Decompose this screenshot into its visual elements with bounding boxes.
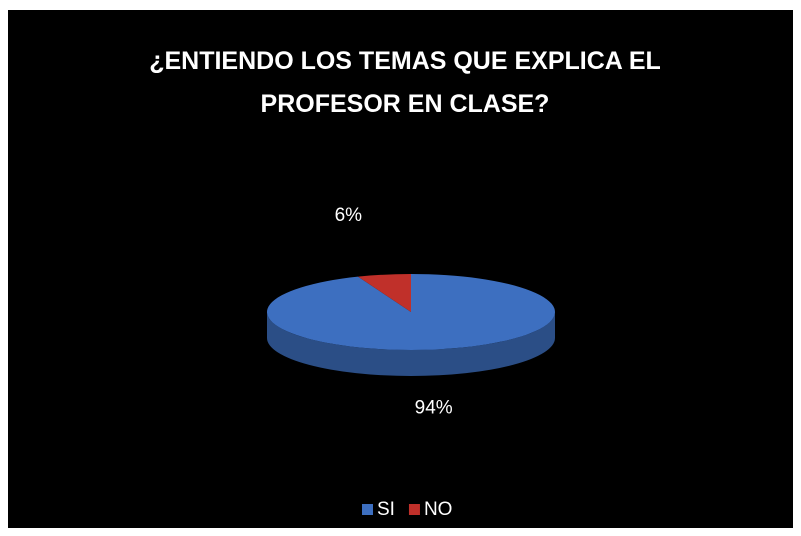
legend-swatch: [362, 504, 373, 515]
legend-label: NO: [424, 499, 453, 520]
legend-swatch: [408, 504, 420, 515]
data-label: 6%: [335, 205, 363, 226]
pie-slice: [357, 274, 411, 312]
pie-slice: [266, 274, 555, 351]
pie-slice-side: [267, 312, 555, 376]
data-label: 94%: [415, 397, 453, 418]
chart-title: ¿ENTIENDO LOS TEMAS QUE EXPLICA EL PROFE…: [149, 47, 661, 118]
legend-label: SI: [377, 499, 395, 520]
chart-area: [8, 10, 793, 528]
